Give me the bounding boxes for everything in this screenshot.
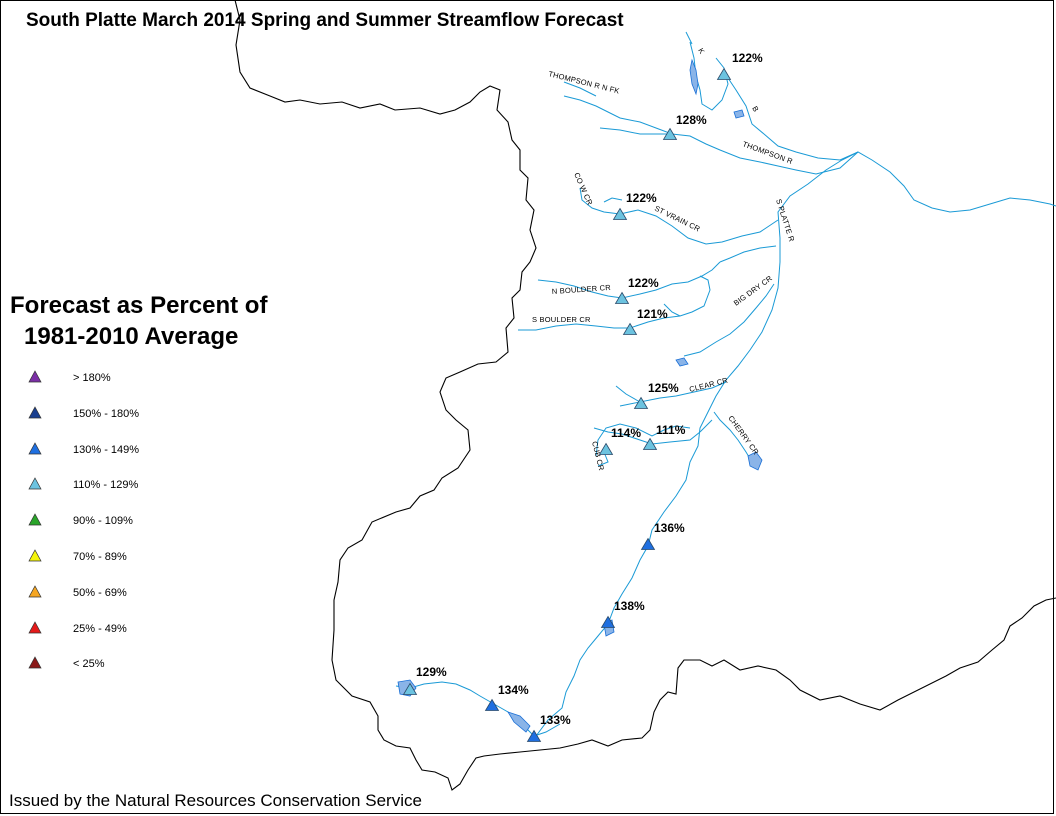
station-triangle xyxy=(614,291,630,304)
legend-triangle-icon xyxy=(28,477,42,490)
station-percent-label: 128% xyxy=(676,113,707,127)
legend-item: 130% - 149% xyxy=(28,440,228,460)
river-label-clear: CLEAR CR xyxy=(688,376,729,394)
reservoirs xyxy=(397,58,763,733)
legend-item: 70% - 89% xyxy=(28,547,228,567)
forecast-stations: 122% 128% 122% 122% 121% 125% 114% 111% 136% 138%… xyxy=(402,51,763,742)
station-percent-label: 122% xyxy=(626,191,657,205)
river-label-cub: CUB CR xyxy=(590,440,606,472)
basin-boundary xyxy=(234,0,1056,791)
river-label-k: K xyxy=(696,47,706,56)
station-triangle xyxy=(598,442,614,455)
legend-item-label: 50% - 69% xyxy=(73,586,127,599)
river-label-s-boulder: S BOULDER CR xyxy=(532,315,591,324)
legend-item-label: 130% - 149% xyxy=(73,443,140,456)
river-label-thompson: THOMPSON R xyxy=(741,139,794,166)
legend-triangle-icon xyxy=(28,406,42,419)
station-percent-label: 122% xyxy=(628,276,659,290)
station-percent-label: 136% xyxy=(654,521,685,535)
map-title: South Platte March 2014 Spring and Summe… xyxy=(26,10,624,31)
station-triangle xyxy=(526,729,542,742)
station-triangle xyxy=(600,615,616,628)
legend-item-label: 150% - 180% xyxy=(73,407,140,420)
river-label-n-boulder: N BOULDER CR xyxy=(552,283,612,296)
legend-triangle-icon xyxy=(28,441,42,454)
legend-item: 50% - 69% xyxy=(28,583,228,603)
station-triangle xyxy=(716,67,732,80)
river-label-big-dry: BIG DRY CR xyxy=(732,273,774,307)
legend-triangle-icon xyxy=(28,620,42,633)
station-percent-label: 121% xyxy=(637,307,668,321)
station-triangle xyxy=(640,537,656,550)
station-triangle xyxy=(642,437,658,450)
legend-item: 110% - 129% xyxy=(28,475,228,495)
station-triangle xyxy=(612,207,628,220)
legend-item-label: 110% - 129% xyxy=(73,479,139,492)
legend-item-label: 90% - 109% xyxy=(73,515,133,528)
legend-item-label: < 25% xyxy=(73,658,105,671)
station-percent-label: 138% xyxy=(614,599,645,613)
station-percent-label: 133% xyxy=(540,713,571,727)
station-triangle xyxy=(484,698,500,711)
station-triangle xyxy=(402,682,418,695)
legend-item: > 180% xyxy=(28,368,228,388)
legend-triangle-icon xyxy=(28,585,42,598)
legend-triangle-icon xyxy=(28,549,42,562)
station-percent-label: 122% xyxy=(732,51,763,65)
station-percent-label: 134% xyxy=(498,683,529,697)
legend-triangle-icon xyxy=(28,370,42,383)
footer-credit: Issued by the Natural Resources Conserva… xyxy=(9,791,422,810)
station-triangle xyxy=(633,396,649,409)
legend-triangle-icon xyxy=(28,656,42,669)
legend-item: 90% - 109% xyxy=(28,511,228,531)
legend-title-line1: Forecast as Percent of xyxy=(10,292,268,319)
river-labels: THOMPSON R N FK THOMPSON R ST VRAIN CR N… xyxy=(532,47,796,472)
legend-item: < 25% xyxy=(28,654,228,674)
river-label-cherry: CHERRY CR xyxy=(726,414,761,457)
legend-title: Forecast as Percent of 1981-2010 Average xyxy=(10,290,267,352)
legend-item-label: > 180% xyxy=(73,372,111,384)
legend-item-label: 70% - 89% xyxy=(73,551,127,563)
station-triangle xyxy=(662,127,678,140)
station-triangle xyxy=(622,322,638,335)
legend-title-line2: 1981-2010 Average xyxy=(24,323,239,350)
legend-item: 25% - 49% xyxy=(28,619,228,639)
river-label-b: B xyxy=(750,105,760,114)
legend-triangle-icon xyxy=(28,513,42,526)
station-percent-label: 125% xyxy=(648,381,679,395)
river-label-thompson-nfk: THOMPSON R N FK xyxy=(548,69,621,95)
station-percent-label: 129% xyxy=(416,665,447,679)
station-percent-label: 111% xyxy=(656,423,686,437)
legend-item: 150% - 180% xyxy=(28,404,228,424)
legend-item-label: 25% - 49% xyxy=(73,622,127,635)
station-percent-label: 114% xyxy=(611,426,641,440)
